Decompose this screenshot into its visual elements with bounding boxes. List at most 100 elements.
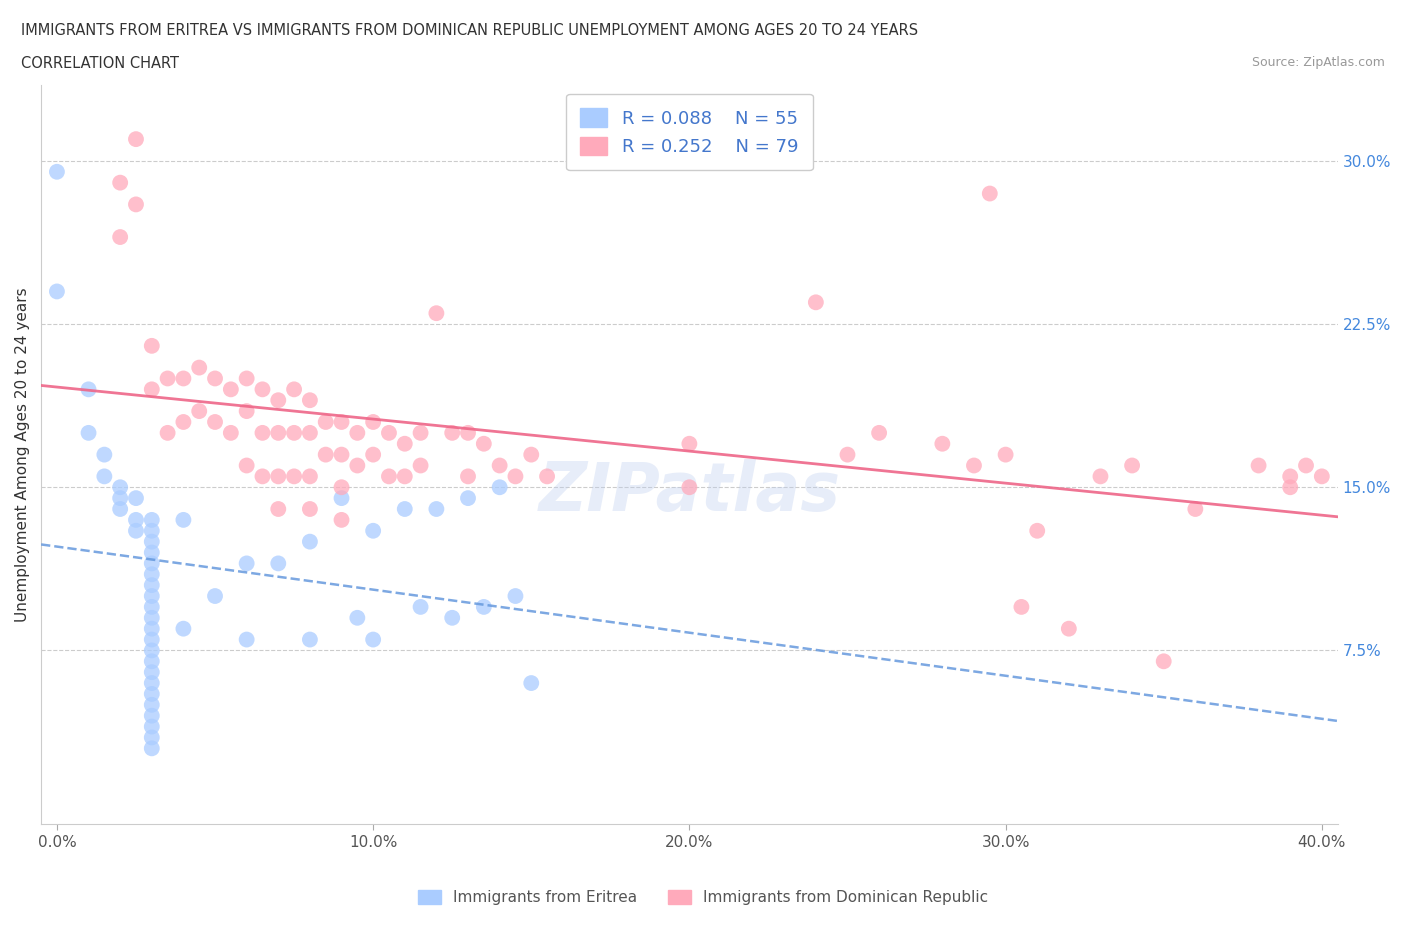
- Point: [283, 425, 305, 440]
- Point: [979, 186, 1001, 201]
- Point: [298, 469, 321, 484]
- Point: [361, 524, 384, 538]
- Point: [298, 501, 321, 516]
- Legend: Immigrants from Eritrea, Immigrants from Dominican Republic: Immigrants from Eritrea, Immigrants from…: [412, 884, 994, 911]
- Point: [457, 425, 479, 440]
- Point: [267, 425, 290, 440]
- Point: [425, 501, 447, 516]
- Point: [346, 610, 368, 625]
- Point: [141, 741, 163, 756]
- Point: [172, 371, 194, 386]
- Point: [346, 458, 368, 473]
- Point: [252, 469, 274, 484]
- Point: [125, 524, 148, 538]
- Point: [1247, 458, 1270, 473]
- Point: [394, 436, 416, 451]
- Point: [267, 469, 290, 484]
- Point: [1279, 480, 1302, 495]
- Point: [963, 458, 986, 473]
- Point: [204, 589, 226, 604]
- Point: [267, 556, 290, 571]
- Point: [141, 675, 163, 690]
- Point: [315, 447, 337, 462]
- Point: [505, 469, 527, 484]
- Point: [868, 425, 890, 440]
- Point: [1026, 524, 1049, 538]
- Point: [172, 415, 194, 430]
- Point: [141, 686, 163, 701]
- Point: [283, 469, 305, 484]
- Point: [472, 600, 495, 615]
- Point: [235, 632, 257, 647]
- Point: [409, 425, 432, 440]
- Point: [837, 447, 859, 462]
- Point: [235, 404, 257, 418]
- Point: [172, 621, 194, 636]
- Point: [141, 621, 163, 636]
- Point: [125, 512, 148, 527]
- Point: [45, 284, 67, 299]
- Point: [141, 589, 163, 604]
- Point: [141, 545, 163, 560]
- Point: [1057, 621, 1080, 636]
- Point: [361, 632, 384, 647]
- Point: [141, 600, 163, 615]
- Point: [1184, 501, 1206, 516]
- Point: [108, 480, 131, 495]
- Point: [156, 425, 179, 440]
- Point: [235, 371, 257, 386]
- Point: [678, 436, 700, 451]
- Point: [141, 665, 163, 680]
- Point: [330, 447, 353, 462]
- Point: [994, 447, 1017, 462]
- Text: CORRELATION CHART: CORRELATION CHART: [21, 56, 179, 71]
- Legend: R = 0.088    N = 55, R = 0.252    N = 79: R = 0.088 N = 55, R = 0.252 N = 79: [567, 94, 813, 170]
- Point: [488, 458, 510, 473]
- Point: [141, 698, 163, 712]
- Point: [93, 469, 115, 484]
- Point: [188, 360, 211, 375]
- Point: [457, 469, 479, 484]
- Point: [141, 567, 163, 582]
- Point: [283, 382, 305, 397]
- Point: [394, 501, 416, 516]
- Point: [235, 556, 257, 571]
- Point: [108, 230, 131, 245]
- Point: [125, 491, 148, 506]
- Point: [141, 578, 163, 592]
- Point: [804, 295, 827, 310]
- Point: [172, 512, 194, 527]
- Point: [141, 632, 163, 647]
- Text: IMMIGRANTS FROM ERITREA VS IMMIGRANTS FROM DOMINICAN REPUBLIC UNEMPLOYMENT AMONG: IMMIGRANTS FROM ERITREA VS IMMIGRANTS FR…: [21, 23, 918, 38]
- Point: [488, 480, 510, 495]
- Point: [235, 458, 257, 473]
- Point: [298, 392, 321, 407]
- Point: [330, 480, 353, 495]
- Point: [441, 425, 464, 440]
- Point: [298, 534, 321, 549]
- Point: [409, 458, 432, 473]
- Point: [1310, 469, 1333, 484]
- Point: [108, 501, 131, 516]
- Point: [1279, 469, 1302, 484]
- Point: [394, 469, 416, 484]
- Point: [45, 165, 67, 179]
- Point: [1090, 469, 1112, 484]
- Point: [1010, 600, 1032, 615]
- Point: [931, 436, 953, 451]
- Text: ZIPatlas: ZIPatlas: [538, 458, 841, 525]
- Point: [141, 382, 163, 397]
- Text: Source: ZipAtlas.com: Source: ZipAtlas.com: [1251, 56, 1385, 69]
- Point: [141, 719, 163, 734]
- Point: [141, 512, 163, 527]
- Point: [141, 610, 163, 625]
- Point: [378, 425, 401, 440]
- Point: [141, 654, 163, 669]
- Point: [141, 534, 163, 549]
- Point: [361, 415, 384, 430]
- Point: [678, 480, 700, 495]
- Point: [378, 469, 401, 484]
- Point: [141, 524, 163, 538]
- Point: [425, 306, 447, 321]
- Point: [520, 675, 543, 690]
